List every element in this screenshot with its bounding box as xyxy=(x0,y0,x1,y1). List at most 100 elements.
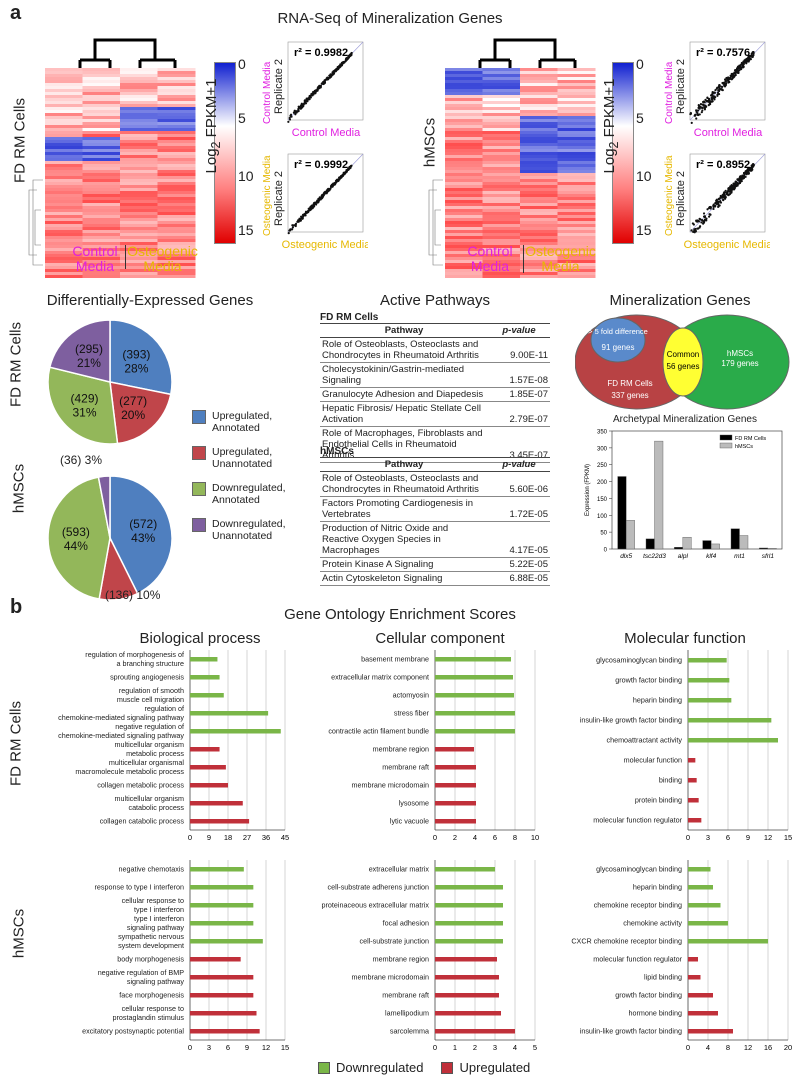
go-bar xyxy=(435,693,514,698)
scatter-point xyxy=(700,221,703,224)
heatmap-cell xyxy=(557,260,596,264)
heatmap-cell xyxy=(45,83,83,87)
heatmap-cell xyxy=(82,89,121,93)
pie-slice-count: (429) xyxy=(70,392,98,406)
heatmap-cell xyxy=(45,71,83,75)
heatmap-cell xyxy=(445,137,483,141)
heatmap-cell xyxy=(482,257,521,261)
heatmap-cell xyxy=(482,137,521,141)
heatmap-cell xyxy=(482,248,521,252)
scatter-point xyxy=(744,58,747,61)
heatmap-cell xyxy=(482,116,521,120)
scatter-r2: r² = 0.9992 xyxy=(294,159,348,171)
heatmap-cell xyxy=(520,257,558,261)
heatmap-cell xyxy=(45,80,83,84)
go-legend-up: Upregulated xyxy=(441,1060,530,1075)
go-category-label: cell-substrate adherens junction xyxy=(328,883,429,892)
heatmap-cell xyxy=(557,152,596,156)
scatter-point xyxy=(729,185,732,188)
heatmap-cell xyxy=(520,206,558,210)
heatmap-cell xyxy=(557,200,596,204)
heatmap-cell xyxy=(45,95,83,99)
pathway-name: Factors Promoting Cardiogenesis in Verte… xyxy=(320,496,488,522)
heatmap-cell xyxy=(157,209,196,213)
heatmap-cell xyxy=(157,233,196,237)
heatmap-cell xyxy=(557,203,596,207)
heatmap-cell xyxy=(45,140,83,144)
heatmap-cell xyxy=(520,215,558,219)
heatmap-cell xyxy=(482,224,521,228)
pathway-pvalue: 5.22E-05 xyxy=(488,557,550,572)
heatmap-cell xyxy=(82,224,121,228)
heatmap-cell xyxy=(445,68,483,72)
scatter-point xyxy=(712,203,715,206)
scatter-point xyxy=(291,224,294,227)
deg-legend-3-l1: Downregulated, xyxy=(212,518,286,530)
heatmap-cell xyxy=(45,263,83,267)
heatmap-cell xyxy=(157,245,196,249)
heatmap-cell xyxy=(482,233,521,237)
heatmap-cell xyxy=(157,236,196,240)
heatmap-cell xyxy=(120,158,158,162)
scatter-point xyxy=(729,192,732,195)
heatmap-cell xyxy=(45,176,83,180)
heatmap-cell xyxy=(557,239,596,243)
arch-legend-label: FD RM Cells xyxy=(735,436,766,442)
pathways-fd-col-pvalue-text: p-value xyxy=(502,325,536,336)
arch-ytick: 200 xyxy=(597,480,608,486)
heatmap-cell xyxy=(520,221,558,225)
go-category-label: chemoattractant activity xyxy=(606,736,682,745)
scatter-plot-2: r² = 0.7576 Replicate 2 Control Media Contr… xyxy=(660,38,770,148)
go-chart-0-1: 0 2 4 6 8 10 basement membrane extracellular ma… xyxy=(328,650,539,842)
go-xtick: 1 xyxy=(453,1043,457,1052)
heatmap-cell xyxy=(445,191,483,195)
scatter-point xyxy=(339,65,342,68)
heatmap-cell xyxy=(557,176,596,180)
heatmap-cell xyxy=(557,191,596,195)
heatmap-cell xyxy=(482,191,521,195)
go-category-label: signaling pathway xyxy=(127,923,185,932)
heatmap-cell xyxy=(120,161,158,165)
pathways-fd: FD RM Cells Pathway p-value Role of Osteo… xyxy=(320,312,550,463)
go-category-label: contractile actin filament bundle xyxy=(328,727,429,736)
heatmap-cell xyxy=(120,128,158,132)
go-xtick: 18 xyxy=(224,833,232,842)
heatmap-cell xyxy=(520,140,558,144)
heatmap-cell xyxy=(482,134,521,138)
fd-col-osteo-line2: Media xyxy=(143,258,182,274)
heatmap-cell xyxy=(45,128,83,132)
heatmap-cell xyxy=(482,86,521,90)
heatmap-cell xyxy=(445,254,483,258)
heatmap-cell xyxy=(45,104,83,108)
scatter-point xyxy=(735,180,738,183)
go-category-label: chemokine activity xyxy=(623,919,682,928)
go-bar xyxy=(688,1011,718,1016)
heatmap-cell xyxy=(557,218,596,222)
heatmap-cell xyxy=(520,71,558,75)
pathway-pvalue: 1.85E-07 xyxy=(488,387,550,402)
heatmap-cell xyxy=(520,245,558,249)
scatter-point xyxy=(323,81,326,84)
heatmap-cell xyxy=(482,239,521,243)
heatmap-cell xyxy=(482,206,521,210)
heatmap-cell xyxy=(482,92,521,96)
scatter-xlabel: Control Media xyxy=(694,127,763,139)
scatter-point xyxy=(752,50,755,54)
go-category-label: multicellular organism xyxy=(114,794,184,803)
deg-legend-2-l2: Annotated xyxy=(212,494,260,506)
heatmap-cell xyxy=(520,227,558,231)
scatter-ylabel-condition: Osteogenic Media xyxy=(262,155,273,236)
scatter-point xyxy=(696,109,700,112)
fd-col-control-line2: Media xyxy=(75,258,115,274)
heatmap-cell xyxy=(157,92,196,96)
hmsc-col-divider xyxy=(523,245,524,273)
scatter-point xyxy=(710,96,713,99)
scatter-ylabel: Replicate 2 xyxy=(675,59,687,114)
heatmap-cell xyxy=(445,140,483,144)
heatmap-cell xyxy=(445,224,483,228)
go-category-label: insulin-like growth factor binding xyxy=(580,716,682,725)
go-xtick: 4 xyxy=(706,1043,710,1052)
heatmap-cell xyxy=(445,89,483,93)
scatter-point xyxy=(743,171,746,175)
